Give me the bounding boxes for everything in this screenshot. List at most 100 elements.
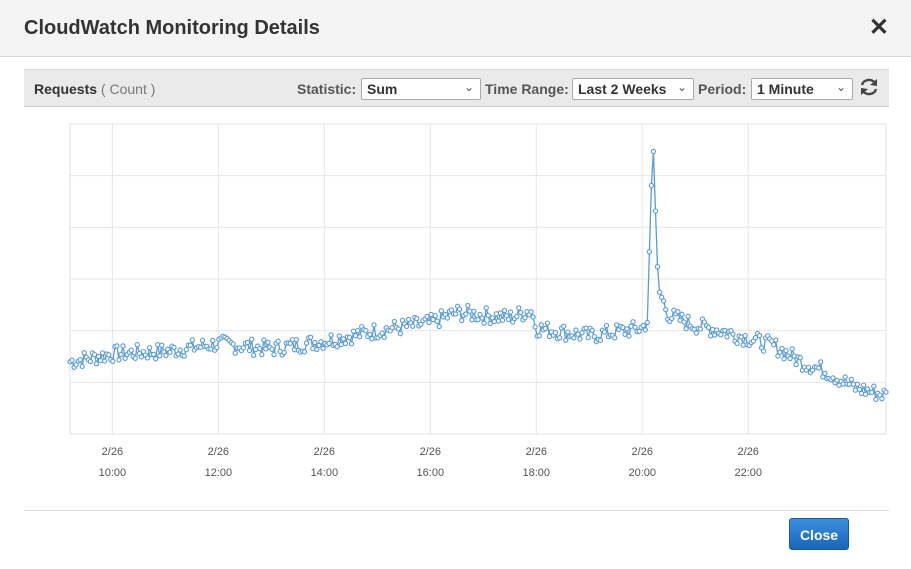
data-point bbox=[718, 332, 724, 338]
data-point bbox=[869, 389, 875, 396]
data-point bbox=[789, 346, 795, 352]
data-point bbox=[499, 317, 506, 323]
data-point bbox=[556, 335, 563, 341]
data-point bbox=[171, 344, 177, 351]
data-point bbox=[773, 337, 779, 343]
data-point bbox=[432, 312, 438, 319]
data-point bbox=[363, 327, 369, 334]
data-point bbox=[346, 334, 353, 341]
data-point bbox=[444, 315, 451, 321]
data-point bbox=[77, 357, 83, 363]
data-point bbox=[328, 332, 334, 338]
data-point bbox=[842, 374, 848, 380]
data-point bbox=[391, 318, 398, 325]
data-point bbox=[314, 346, 320, 353]
data-point bbox=[787, 355, 793, 362]
data-point bbox=[552, 330, 559, 336]
data-point bbox=[163, 352, 169, 359]
period-select-value: 1 Minute bbox=[757, 81, 814, 97]
data-point bbox=[293, 336, 300, 343]
data-point bbox=[848, 376, 854, 383]
close-button[interactable]: Close bbox=[789, 518, 849, 550]
data-point bbox=[822, 370, 828, 376]
refresh-icon[interactable] bbox=[858, 76, 880, 98]
data-point bbox=[697, 326, 704, 332]
data-point bbox=[434, 318, 440, 324]
data-point bbox=[669, 315, 675, 322]
data-point bbox=[860, 382, 867, 388]
metric-toolbar: Requests ( Count ) Statistic: Sum ⌄ Time… bbox=[24, 69, 889, 107]
data-point bbox=[410, 323, 416, 329]
data-point bbox=[436, 323, 442, 330]
data-point bbox=[742, 332, 748, 339]
data-point bbox=[628, 323, 634, 329]
data-point bbox=[722, 327, 728, 334]
data-point bbox=[240, 345, 247, 351]
data-point bbox=[577, 336, 583, 342]
statistic-select[interactable]: Sum ⌄ bbox=[361, 78, 481, 100]
data-point bbox=[632, 324, 638, 330]
footer-divider bbox=[24, 510, 889, 511]
data-point bbox=[777, 349, 783, 355]
data-point bbox=[250, 352, 257, 358]
data-point bbox=[452, 311, 459, 317]
x-tick-label-time: 18:00 bbox=[523, 467, 551, 479]
data-point bbox=[244, 339, 251, 346]
data-point bbox=[507, 309, 514, 315]
data-point bbox=[675, 309, 681, 315]
dialog-title: CloudWatch Monitoring Details bbox=[24, 17, 320, 39]
data-point bbox=[663, 306, 669, 313]
data-point bbox=[561, 323, 567, 329]
data-point bbox=[626, 333, 632, 339]
data-point bbox=[528, 309, 534, 315]
data-point bbox=[624, 326, 630, 332]
data-point bbox=[771, 342, 777, 348]
x-tick-label-time: 10:00 bbox=[99, 467, 127, 479]
data-point bbox=[424, 313, 430, 320]
x-tick-label-date: 2/26 bbox=[420, 446, 441, 458]
statistic-select-value: Sum bbox=[367, 81, 398, 97]
data-point bbox=[153, 356, 159, 362]
data-point bbox=[308, 334, 314, 340]
data-point bbox=[369, 336, 375, 342]
data-point bbox=[693, 330, 699, 336]
data-point bbox=[816, 365, 822, 371]
data-point bbox=[403, 323, 410, 330]
close-icon[interactable]: ✕ bbox=[868, 14, 889, 41]
data-point bbox=[805, 364, 812, 371]
data-point bbox=[334, 344, 340, 350]
data-point bbox=[259, 351, 265, 358]
data-point bbox=[530, 314, 536, 320]
data-point bbox=[120, 343, 126, 349]
x-tick-label-date: 2/26 bbox=[738, 446, 759, 458]
data-point bbox=[150, 351, 157, 358]
data-point bbox=[514, 313, 520, 320]
data-point bbox=[128, 347, 134, 353]
x-tick-label-date: 2/26 bbox=[208, 446, 229, 458]
data-point bbox=[338, 341, 344, 348]
data-point bbox=[516, 305, 522, 311]
data-point bbox=[438, 308, 444, 314]
data-point bbox=[481, 320, 487, 326]
time-range-select[interactable]: Last 2 Weeks ⌄ bbox=[572, 78, 694, 100]
data-point bbox=[752, 335, 759, 341]
data-point bbox=[636, 328, 642, 334]
data-point bbox=[275, 338, 281, 344]
data-point bbox=[291, 347, 298, 353]
chevron-down-icon: ⌄ bbox=[676, 80, 687, 94]
data-point bbox=[340, 336, 347, 342]
x-tick-label-time: 16:00 bbox=[417, 467, 445, 479]
data-point bbox=[485, 312, 491, 319]
data-point bbox=[367, 331, 373, 338]
data-point bbox=[591, 333, 597, 340]
data-point bbox=[518, 309, 524, 316]
data-point bbox=[705, 324, 712, 331]
data-point bbox=[579, 330, 585, 336]
period-select[interactable]: 1 Minute ⌄ bbox=[751, 78, 853, 100]
data-point bbox=[760, 348, 767, 354]
data-point bbox=[646, 249, 653, 255]
data-point bbox=[497, 310, 504, 316]
data-point bbox=[146, 344, 153, 351]
data-point bbox=[711, 332, 718, 338]
data-point bbox=[483, 305, 489, 311]
